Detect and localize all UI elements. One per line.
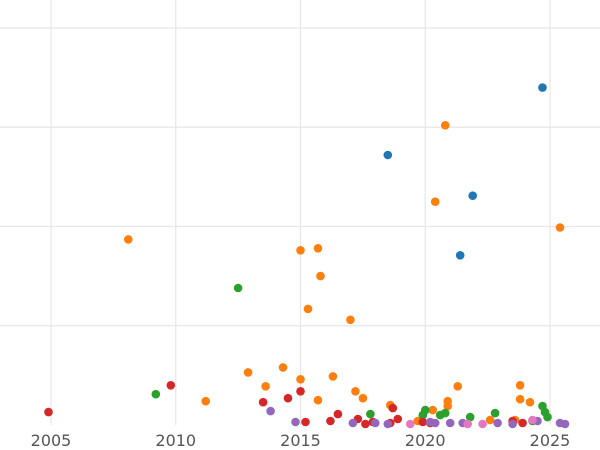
data-point — [538, 83, 547, 92]
x-tick-label: 2005 — [31, 431, 72, 450]
data-point — [313, 244, 323, 253]
data-point — [465, 412, 475, 422]
data-point — [430, 197, 440, 206]
data-point — [515, 394, 525, 404]
data-point — [346, 315, 355, 325]
data-point — [418, 410, 428, 420]
data-point — [463, 419, 473, 429]
data-point — [383, 150, 393, 160]
data-point — [555, 223, 565, 232]
data-point — [445, 418, 455, 428]
data-point — [490, 408, 500, 418]
data-point — [266, 406, 275, 416]
data-point — [333, 409, 343, 419]
data-point — [361, 419, 370, 429]
data-point — [428, 405, 438, 415]
data-point — [525, 397, 535, 407]
data-point — [406, 419, 415, 429]
data-point — [453, 382, 463, 391]
data-point — [233, 283, 243, 293]
grid-layer — [0, 0, 600, 425]
data-point — [316, 271, 325, 281]
data-point — [283, 393, 293, 403]
data-point — [371, 418, 380, 428]
data-point — [388, 403, 398, 413]
data-point — [151, 389, 161, 399]
data-point — [358, 393, 368, 403]
data-point — [348, 418, 358, 428]
data-point — [261, 382, 270, 391]
data-point — [124, 235, 133, 244]
data-point — [478, 419, 487, 429]
x-tick-label: 2025 — [530, 431, 571, 450]
data-point — [313, 395, 323, 405]
data-point — [296, 387, 305, 396]
data-point — [383, 419, 393, 429]
data-point — [296, 246, 305, 255]
data-point — [258, 397, 268, 407]
data-points-layer — [44, 83, 570, 429]
data-point — [393, 414, 403, 424]
data-point — [560, 419, 570, 429]
data-point — [201, 396, 210, 406]
x-tick-label: 2020 — [405, 431, 446, 450]
data-point — [515, 381, 525, 390]
data-point — [278, 363, 288, 372]
x-tick-label: 2010 — [155, 431, 196, 450]
x-tick-label: 2015 — [280, 431, 321, 450]
data-point — [493, 418, 502, 428]
data-point — [485, 415, 495, 425]
data-point — [440, 408, 450, 418]
data-point — [301, 417, 310, 427]
data-point — [418, 417, 428, 427]
data-point — [351, 387, 360, 396]
data-point — [518, 418, 527, 428]
data-point — [166, 381, 176, 390]
data-point — [303, 304, 313, 314]
data-point — [468, 191, 478, 200]
data-point — [440, 121, 450, 130]
data-point — [44, 407, 53, 417]
data-point — [455, 251, 465, 260]
data-point — [528, 415, 537, 425]
data-point — [508, 419, 517, 429]
data-point — [430, 418, 440, 428]
data-point — [543, 412, 552, 422]
data-point — [366, 409, 375, 419]
data-point — [243, 368, 253, 377]
data-point — [291, 417, 300, 427]
data-point — [326, 416, 335, 426]
data-point — [443, 401, 453, 411]
data-point — [328, 372, 338, 381]
data-point — [296, 375, 305, 384]
x-axis-tick-labels: 2005 2010 2015 2020 2025 — [31, 431, 571, 450]
